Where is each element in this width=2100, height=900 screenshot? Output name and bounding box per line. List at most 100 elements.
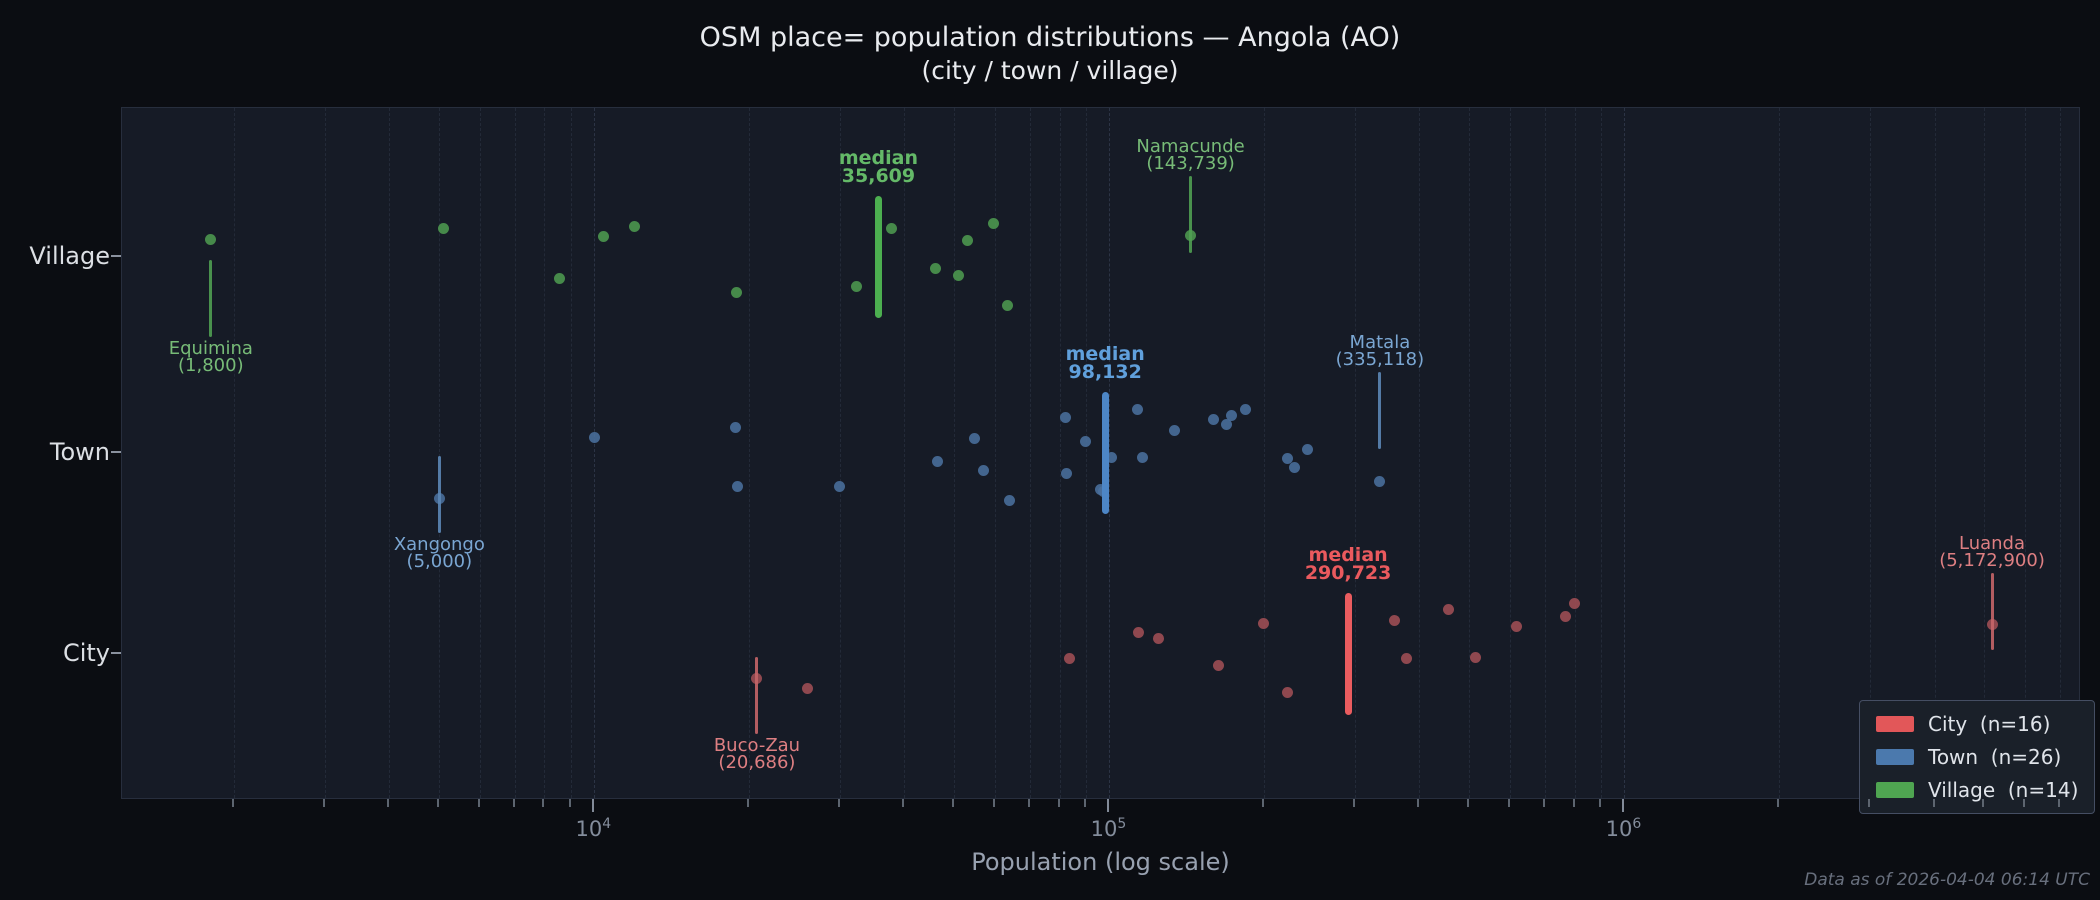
data-point-town [834, 480, 846, 492]
legend-item: City (n=16) [1876, 712, 2078, 736]
callout-label-buco-zau: Buco-Zau (20,686) [713, 734, 801, 773]
data-point-town [1281, 452, 1293, 464]
gridline-minor [904, 108, 906, 798]
x-tick-minor [1057, 799, 1060, 807]
x-tick-minor [1083, 799, 1086, 807]
y-tick-mark [111, 451, 121, 454]
gridline-minor [389, 108, 391, 798]
legend-swatch [1876, 782, 1914, 798]
legend-label: Village (n=14) [1928, 778, 2079, 802]
callout-label-equimina: Equimina (1,800) [168, 337, 253, 376]
data-point-town [968, 432, 980, 444]
legend-box: City (n=16) Town (n=26) Village (n=14) [1859, 700, 2096, 814]
data-point-town [731, 480, 743, 492]
data-point-city [1388, 615, 1400, 627]
data-point-town [1220, 418, 1232, 430]
data-point-town [1225, 409, 1237, 421]
gridline-minor [325, 108, 327, 798]
x-tick-minor [437, 799, 440, 807]
median-line-village [874, 195, 882, 318]
data-point-village [731, 287, 743, 299]
data-point-town [931, 455, 943, 467]
gridline-minor [1574, 108, 1576, 798]
x-tick-minor [1868, 799, 1871, 807]
x-tick-label: 104 [575, 816, 612, 841]
x-tick-minor [1353, 799, 1356, 807]
data-point-city [1400, 653, 1412, 665]
median-label-town: median 98,132 [1065, 343, 1145, 384]
callout-leader-xangongo [437, 456, 441, 534]
gridline-major [1624, 108, 1626, 798]
x-tick-minor [2023, 799, 2026, 807]
legend-label: City (n=16) [1928, 712, 2051, 736]
data-point-city [1281, 687, 1293, 699]
data-point-village [1001, 300, 1013, 312]
x-tick-minor [1777, 799, 1780, 807]
callout-leader-matala [1378, 372, 1382, 450]
gridline-minor [1544, 108, 1546, 798]
data-point-village [961, 235, 973, 247]
chart-title: OSM place= population distributions — An… [699, 22, 1401, 53]
x-tick-minor [1598, 799, 1601, 807]
gridline-major [594, 108, 596, 798]
y-tick-label-town: Town [49, 438, 110, 467]
gridline-minor [1469, 108, 1471, 798]
data-point-town [1168, 424, 1180, 436]
legend-swatch [1876, 749, 1914, 765]
legend-label: Town (n=26) [1928, 745, 2062, 769]
gridline-minor [954, 108, 956, 798]
x-tick-label: 106 [1605, 816, 1642, 841]
legend-item: Village (n=14) [1876, 778, 2078, 802]
data-point-village [629, 221, 641, 233]
data-point-village [885, 223, 897, 235]
data-point-town [1061, 467, 1073, 479]
callout-leader-luanda [1990, 572, 1994, 650]
x-tick-major [592, 799, 595, 812]
gridline-minor [1419, 108, 1421, 798]
gridline-minor [1085, 108, 1087, 798]
gridline-minor [480, 108, 482, 798]
callout-label-namacunde: Namacunde (143,739) [1136, 135, 1245, 174]
data-point-town [1004, 494, 1016, 506]
x-tick-minor [1572, 799, 1575, 807]
data-point-city [801, 683, 813, 695]
legend-item: Town (n=26) [1876, 745, 2078, 769]
x-tick-minor [1508, 799, 1511, 807]
median-line-city [1344, 592, 1352, 715]
gridline-minor [749, 108, 751, 798]
gridline-minor [1264, 108, 1266, 798]
data-point-village [952, 270, 964, 282]
gridline-minor [1510, 108, 1512, 798]
callout-label-xangongo: Xangongo (5,000) [393, 534, 485, 573]
x-tick-minor [1262, 799, 1265, 807]
x-tick-minor [1027, 799, 1030, 807]
median-line-town [1101, 392, 1109, 515]
data-point-city [1258, 618, 1270, 630]
gridline-minor [570, 108, 572, 798]
gridline-minor [840, 108, 842, 798]
data-point-town [1374, 475, 1386, 487]
data-point-town [1060, 411, 1072, 423]
x-tick-minor [902, 799, 905, 807]
x-tick-label: 105 [1090, 816, 1127, 841]
gridline-minor [234, 108, 236, 798]
callout-label-luanda: Luanda (5,172,900) [1939, 532, 2045, 571]
chart-subtitle: (city / town / village) [921, 56, 1179, 85]
data-point-village [205, 234, 217, 246]
x-tick-minor [952, 799, 955, 807]
data-point-city [1442, 604, 1454, 616]
data-point-city [1559, 611, 1571, 623]
gridline-minor [1600, 108, 1602, 798]
callout-leader-equimina [209, 259, 213, 337]
x-tick-minor [1932, 799, 1935, 807]
data-point-town [1208, 413, 1220, 425]
x-tick-minor [512, 799, 515, 807]
callout-label-matala: Matala (335,118) [1335, 332, 1425, 371]
gridline-minor [1984, 108, 1986, 798]
x-tick-minor [323, 799, 326, 807]
data-point-village [553, 273, 565, 285]
legend-swatch [1876, 716, 1914, 732]
x-tick-major [1107, 799, 1110, 812]
x-tick-minor [1542, 799, 1545, 807]
